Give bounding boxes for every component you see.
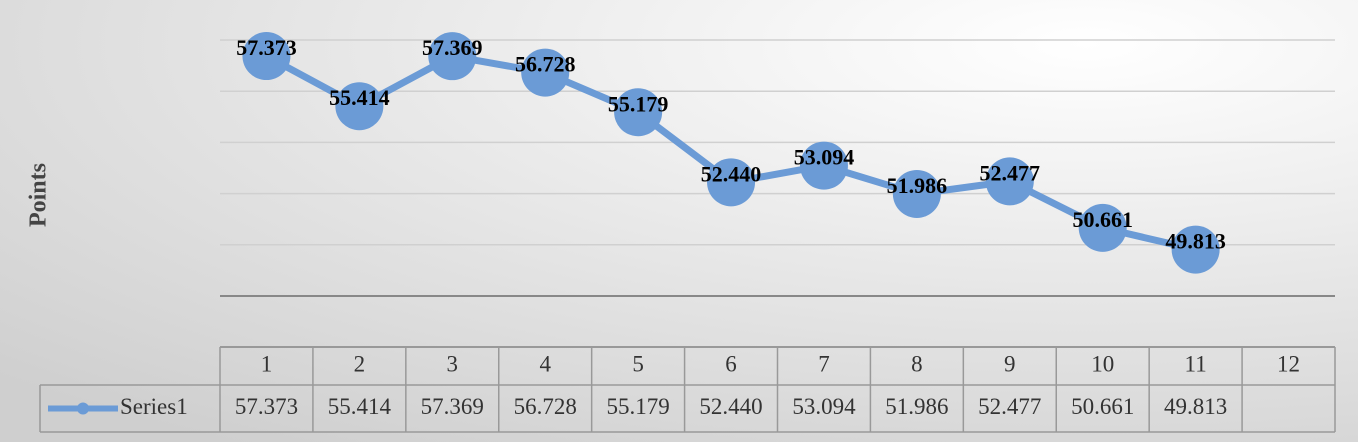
marker	[335, 82, 384, 131]
data-label: 57.369	[422, 35, 483, 60]
marker	[428, 32, 477, 81]
table-value: 52.440	[699, 394, 762, 419]
marker	[892, 169, 941, 218]
data-label: 52.477	[980, 160, 1041, 185]
marker	[985, 157, 1034, 206]
marker	[799, 141, 848, 190]
marker	[1078, 203, 1127, 252]
data-label: 55.179	[608, 91, 669, 116]
table-value: 57.373	[235, 394, 298, 419]
marker	[614, 88, 663, 137]
x-tick-label: 1	[261, 351, 273, 376]
x-tick-label: 3	[447, 351, 459, 376]
x-tick-label: 8	[911, 351, 923, 376]
legend-label: Series1	[120, 394, 188, 419]
data-label: 55.414	[329, 85, 390, 110]
x-tick-label: 9	[1004, 351, 1016, 376]
marker	[242, 32, 291, 81]
data-label: 51.986	[887, 173, 948, 198]
data-label: 53.094	[794, 145, 855, 170]
marker	[707, 158, 756, 207]
marker	[1171, 225, 1220, 274]
x-tick-label: 2	[354, 351, 366, 376]
x-tick-label: 11	[1185, 351, 1207, 376]
data-label: 50.661	[1072, 207, 1133, 232]
table-value: 49.813	[1164, 394, 1227, 419]
y-axis-title: Points	[26, 163, 52, 227]
x-tick-label: 6	[725, 351, 737, 376]
legend-marker	[77, 402, 89, 415]
data-label: 52.440	[701, 161, 762, 186]
x-tick-label: 10	[1091, 351, 1114, 376]
table-value: 53.094	[792, 394, 856, 419]
x-tick-label: 12	[1277, 351, 1300, 376]
table-value: 57.369	[421, 394, 484, 419]
table-value: 55.179	[607, 394, 670, 419]
table-value: 51.986	[885, 394, 948, 419]
x-tick-label: 4	[539, 351, 551, 376]
data-label: 57.373	[236, 35, 297, 60]
table-value: 50.661	[1071, 394, 1134, 419]
x-tick-label: 7	[818, 351, 830, 376]
x-tick-label: 5	[632, 351, 644, 376]
data-label: 56.728	[515, 52, 576, 77]
table-value: 52.477	[978, 394, 1041, 419]
table-value: 56.728	[514, 394, 577, 419]
table-value: 55.414	[328, 394, 392, 419]
data-label: 49.813	[1165, 229, 1226, 254]
marker	[521, 48, 570, 97]
